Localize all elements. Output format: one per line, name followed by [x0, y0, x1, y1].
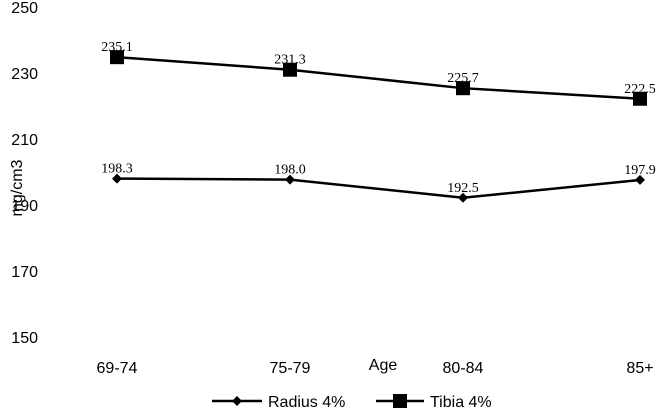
y-tick-label: 190 — [11, 198, 38, 215]
series-line-2 — [116, 55, 641, 100]
legend-label: Radius 4% — [268, 394, 345, 408]
data-label: 198.0 — [274, 163, 306, 178]
data-point-marker — [635, 174, 645, 185]
data-label: 222.5 — [624, 82, 656, 97]
y-tick-label: 250 — [11, 0, 38, 17]
legend-marker — [393, 394, 407, 408]
y-axis-title: mg/cm3 — [9, 159, 26, 216]
legend-marker — [232, 396, 242, 406]
data-point-marker — [110, 50, 124, 65]
data-label: 197.9 — [624, 163, 656, 178]
series-line-1 — [116, 177, 641, 200]
data-point-marker — [285, 174, 295, 185]
data-point-marker — [112, 173, 122, 184]
x-tick-label: 85+ — [626, 360, 653, 377]
x-axis-title: Age — [369, 357, 398, 374]
x-tick-label: 69-74 — [97, 360, 138, 377]
legend: Radius 4% Tibia 4% — [212, 394, 492, 408]
data-point-marker — [633, 91, 647, 106]
data-point-marker — [458, 192, 468, 203]
y-tick-label: 150 — [11, 330, 38, 347]
data-label: 235.1 — [101, 40, 133, 55]
data-point-marker — [456, 81, 470, 96]
y-tick-label: 210 — [11, 132, 38, 149]
series-layer: 198.3 198.0 192.5 197.9 235.1 231.3 225.7 222.5 — [101, 40, 656, 203]
x-axis-ticks: 69-74 75-79 80-84 85+ — [97, 360, 654, 377]
data-label: 192.5 — [447, 181, 479, 196]
data-label: 231.3 — [274, 53, 306, 68]
legend-label: Tibia 4% — [430, 394, 492, 408]
y-tick-label: 230 — [11, 66, 38, 83]
data-label: 225.7 — [447, 71, 479, 86]
y-tick-label: 170 — [11, 264, 38, 281]
y-axis-ticks: 150 170 190 210 230 250 — [11, 0, 38, 347]
data-label: 198.3 — [101, 162, 133, 177]
x-tick-label: 80-84 — [443, 360, 484, 377]
data-point-marker — [283, 62, 297, 77]
x-tick-label: 75-79 — [270, 360, 311, 377]
